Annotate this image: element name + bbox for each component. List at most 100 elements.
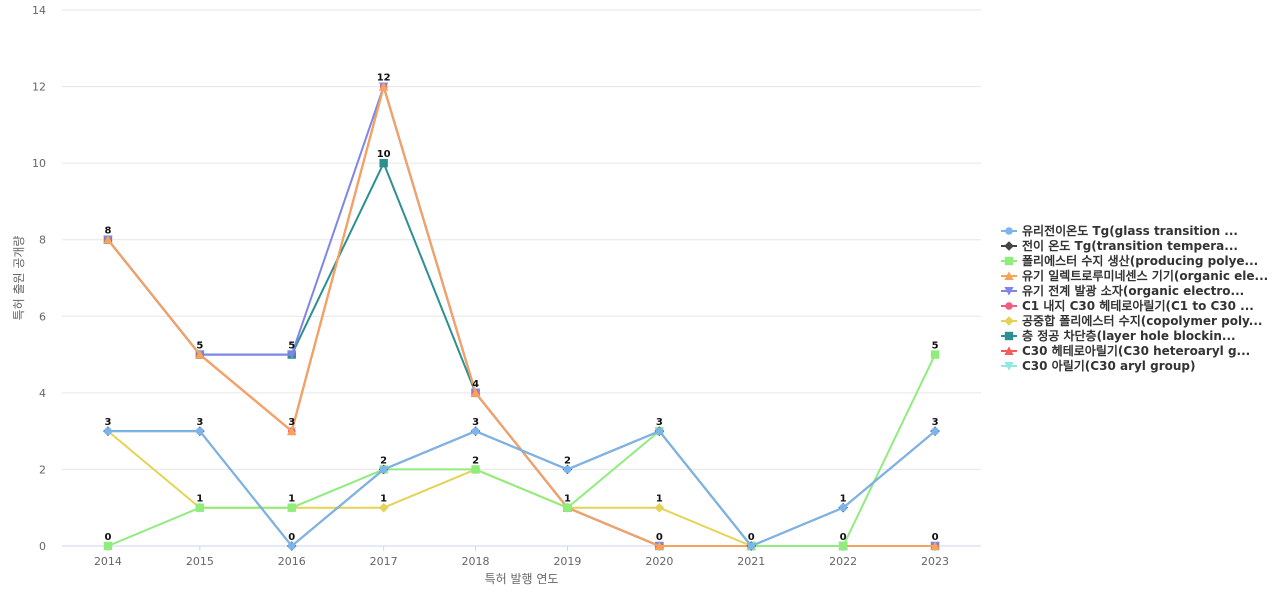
legend-label-8: 층 정공 차단층(layer hole blockin... (1022, 328, 1236, 343)
series-1-point-2016 (287, 542, 296, 550)
y-tick-label-0: 0 (39, 540, 46, 553)
series-1-point-2019 (563, 465, 572, 474)
x-tick-label-2017: 2017 (370, 555, 398, 568)
y-axis-title: 특허 출원 공개량 (12, 236, 26, 321)
data-label-2020-1: 1 (656, 494, 663, 505)
legend-marker-4 (1004, 271, 1014, 280)
data-label-2015-3: 3 (196, 417, 203, 428)
series-4-point-2016 (287, 426, 297, 436)
legend-marker-5 (1004, 287, 1014, 296)
y-tick-label-12: 12 (32, 81, 46, 94)
series-1-point-2022 (839, 503, 847, 512)
legend-item-4[interactable]: 유기 일렉트로루미네센스 기기(organic ele... (1001, 268, 1268, 283)
data-label-2014-8: 8 (104, 226, 111, 237)
data-label-2022-1: 1 (840, 494, 847, 505)
legend[interactable]: 유리전이온도 Tg(glass transition ...전이 온도 Tg(t… (1001, 223, 1268, 373)
data-label-2023-0: 0 (932, 532, 939, 543)
series-1-point-2014 (104, 427, 112, 435)
data-label-2017-10: 10 (377, 149, 391, 160)
legend-item-8[interactable]: 층 정공 차단층(layer hole blockin... (1001, 328, 1236, 343)
series-4-point-2014 (103, 235, 113, 244)
data-label-2023-5: 5 (932, 341, 939, 352)
series-1-point-2017 (379, 465, 388, 474)
legend-label-3: 폴리에스터 수지 생산(producing polye... (1022, 253, 1258, 268)
y-tick-label-10: 10 (32, 157, 46, 170)
data-label-2018-4: 4 (472, 379, 479, 390)
data-label-2016-3: 3 (288, 417, 295, 428)
legend-label-5: 유기 전계 발광 소자(organic electro... (1022, 283, 1244, 298)
legend-item-6[interactable]: C1 내지 C30 헤테로아릴기(C1 to C30 ... (1001, 298, 1254, 313)
legend-marker-2 (1004, 241, 1014, 251)
series-1-point-2018 (471, 427, 480, 435)
x-tick-label-2018: 2018 (462, 555, 490, 568)
series-3-point-2016 (287, 503, 296, 512)
series-3-point-2015 (195, 503, 205, 512)
legend-item-10[interactable]: C30 아릴기(C30 aryl group) (1001, 358, 1195, 373)
legend-marker-1 (1005, 227, 1013, 235)
data-label-2017-2: 2 (380, 455, 387, 466)
series-4-point-2017 (379, 81, 389, 91)
data-label-2021-0: 0 (748, 532, 755, 543)
legend-label-10: C30 아릴기(C30 aryl group) (1022, 358, 1195, 373)
data-label-2022-0: 0 (840, 532, 847, 543)
series-5-point-2016 (287, 350, 297, 360)
y-tick-label-2: 2 (39, 463, 46, 476)
data-label-2017-1: 1 (380, 494, 387, 505)
legend-item-1[interactable]: 유리전이온도 Tg(glass transition ... (1001, 223, 1238, 238)
series-1-point-2015 (196, 427, 204, 435)
legend-marker-10 (1004, 362, 1014, 371)
data-label-2020-0: 0 (656, 532, 663, 543)
x-tick-label-2019: 2019 (553, 555, 581, 568)
series-4-point-2020 (654, 541, 664, 550)
x-tick-label-2021: 2021 (737, 555, 765, 568)
x-tick-label-2022: 2022 (829, 555, 857, 568)
data-label-2018-3: 3 (472, 417, 479, 428)
series-1-point-2023 (931, 427, 939, 435)
legend-label-6: C1 내지 C30 헤테로아릴기(C1 to C30 ... (1022, 298, 1254, 313)
legend-label-4: 유기 일렉트로루미네센스 기기(organic ele... (1022, 268, 1268, 283)
series-4-point-2018 (470, 388, 481, 397)
legend-item-3[interactable]: 폴리에스터 수지 생산(producing polye... (1001, 253, 1258, 268)
series-3-point-2014 (103, 541, 113, 551)
legend-item-7[interactable]: 공중합 폴리에스터 수지(copolymer poly... (1001, 313, 1262, 328)
x-tick-label-2014: 2014 (94, 555, 122, 568)
data-label-2023-3: 3 (932, 417, 939, 428)
data-label-2019-1: 1 (564, 494, 571, 505)
legend-marker-3 (1004, 256, 1014, 266)
legend-marker-8 (1004, 331, 1014, 341)
series-4-point-2023 (930, 541, 940, 550)
series-lines (103, 81, 940, 551)
legend-label-7: 공중합 폴리에스터 수지(copolymer poly... (1022, 313, 1262, 328)
legend-label-2: 전이 온도 Tg(transition tempera... (1022, 238, 1238, 253)
data-label-2014-3: 3 (104, 417, 111, 428)
data-label-2016-5: 5 (288, 341, 295, 352)
series-line-3 (107, 354, 936, 547)
legend-label-9: C30 헤테로아릴기(C30 heteroaryl g... (1022, 343, 1250, 358)
y-tick-label-4: 4 (39, 387, 46, 400)
x-tick-label-2023: 2023 (921, 555, 949, 568)
legend-item-9[interactable]: C30 헤테로아릴기(C30 heteroaryl g... (1001, 343, 1250, 358)
data-label-2017-12: 12 (377, 73, 391, 84)
series-1 (104, 427, 939, 550)
data-label-2016-1: 1 (288, 494, 295, 505)
series-1-point-2020 (655, 427, 664, 435)
y-tick-label-6: 6 (39, 310, 46, 323)
series-3-point-2022 (838, 541, 848, 551)
legend-label-1: 유리전이온도 Tg(glass transition ... (1022, 223, 1238, 238)
gridlines (62, 9, 981, 547)
data-label-2018-2: 2 (472, 455, 479, 466)
series-line-1 (107, 430, 936, 547)
x-tick-label-2016: 2016 (278, 555, 306, 568)
x-tick-label-2015: 2015 (186, 555, 214, 568)
data-label-2015-5: 5 (196, 341, 203, 352)
y-tick-label-14: 14 (32, 4, 46, 17)
series-1-point-2021 (747, 542, 756, 550)
legend-item-2[interactable]: 전이 온도 Tg(transition tempera... (1001, 238, 1238, 253)
series-7-point-2020 (654, 502, 665, 513)
series-3-point-2023 (930, 350, 940, 359)
legend-item-5[interactable]: 유기 전계 발광 소자(organic electro... (1001, 283, 1244, 298)
x-axis-title: 특허 발행 연도 (485, 571, 559, 586)
